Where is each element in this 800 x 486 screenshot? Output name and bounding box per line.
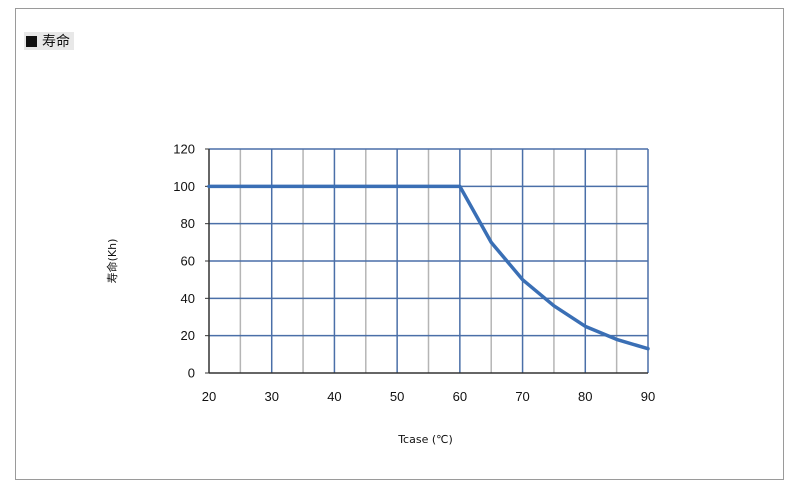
x-tick-label: 50	[390, 389, 404, 404]
y-tick-label: 80	[181, 216, 195, 231]
x-tick-label: 90	[641, 389, 655, 404]
x-tick-labels: 20 30 40 50 60 70 80 90	[202, 389, 655, 404]
y-tick-label: 100	[173, 179, 195, 194]
y-tick-labels: 0 20 40 60 80 100 120	[173, 142, 195, 381]
y-tick-label: 40	[181, 291, 195, 306]
x-tick-label: 30	[264, 389, 278, 404]
x-tick-label: 40	[327, 389, 341, 404]
x-tick-label: 20	[202, 389, 216, 404]
y-tick-label: 120	[173, 142, 195, 157]
chart-grid	[209, 148, 649, 373]
y-tick-label: 0	[188, 366, 195, 381]
y-axis-title: 寿命(Kh)	[105, 239, 119, 284]
x-tick-label: 70	[515, 389, 529, 404]
chart-frame	[15, 8, 784, 480]
x-tick-label: 60	[453, 389, 467, 404]
chart-series	[207, 184, 650, 351]
section-label: 寿命	[24, 32, 74, 50]
series-line	[207, 184, 650, 351]
black-square-icon	[26, 35, 37, 47]
y-tick-label: 60	[181, 254, 195, 269]
x-tick-label: 80	[578, 389, 592, 404]
y-tick-label: 20	[181, 328, 195, 343]
x-axis-title: Tcase (℃)	[397, 433, 453, 446]
section-title: 寿命	[42, 33, 70, 49]
